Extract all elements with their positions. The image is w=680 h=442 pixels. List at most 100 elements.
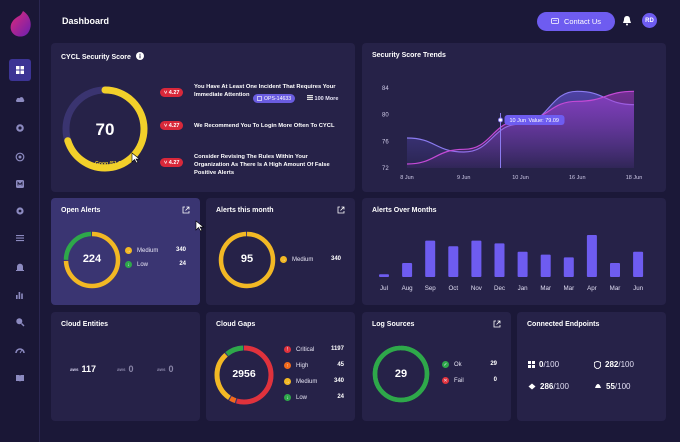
security-trends-card: Security Score Trends 84 80 76 72 8 Jun 9 Jun… (362, 43, 666, 192)
legend-critical[interactable]: ! Critical (284, 346, 314, 353)
sidebar-item-list[interactable] (9, 227, 31, 249)
contact-us-button[interactable]: Contact Us (537, 12, 615, 31)
legend-medium[interactable]: → Medium (125, 247, 158, 254)
open-alerts-donut (63, 231, 121, 289)
status-dot-icon: ↓ (125, 261, 132, 268)
cloud-entity-aws[interactable]: aws 117 (70, 364, 96, 374)
incident-text[interactable]: You Have At Least One Incident That Requ… (194, 84, 336, 98)
endpoint-server[interactable]: 286/100 (528, 382, 569, 391)
severity-badge: ˅ 4.27 (160, 158, 184, 167)
search-icon (16, 318, 25, 327)
legend-label: Low (137, 261, 149, 268)
x-tick-label: 8 Jun (400, 175, 413, 181)
legend-medium[interactable]: → Medium (280, 256, 313, 263)
alert-bar[interactable] (494, 243, 505, 277)
alert-bar[interactable] (563, 257, 574, 277)
legend-value: 29 (490, 361, 497, 367)
legend-high[interactable]: ↑ High (284, 362, 308, 369)
open-alerts-total: 224 (82, 253, 102, 265)
legend-value: 340 (330, 256, 341, 262)
entity-count: 0 (128, 364, 134, 374)
sidebar (0, 0, 40, 442)
status-dot-icon: ! (284, 346, 291, 353)
legend-label: Medium (292, 256, 314, 263)
legend-value: 45 (337, 362, 344, 368)
sidebar-item-docs[interactable] (9, 367, 31, 389)
monitor-icon (16, 180, 24, 188)
aws-icon: aws (157, 366, 166, 372)
logo-icon (10, 11, 31, 37)
log-sources-card: Log Sources 29 ✓ Ok 29 ✕ Fail 0 (362, 312, 511, 421)
alert-bar[interactable] (517, 251, 528, 277)
more-link[interactable]: 100 More (307, 95, 338, 102)
legend-medium[interactable]: → Medium (284, 378, 317, 385)
cursor-icon (131, 152, 141, 164)
alert-bar[interactable] (586, 235, 597, 277)
x-tick-label: 10 Jun (512, 175, 529, 181)
sidebar-item-settings[interactable] (9, 200, 31, 222)
cloud-entity-aws[interactable]: aws 0 (117, 364, 134, 374)
status-dot-icon: → (125, 247, 132, 254)
donut-segment (214, 345, 274, 405)
tooltip-point[interactable] (498, 117, 503, 123)
legend-value: 340 (175, 247, 186, 253)
x-tick-label: 18 Jun (626, 175, 643, 181)
status-dot-icon: ✓ (442, 361, 449, 368)
incident-text[interactable]: We Recommend You To Login More Often To … (194, 123, 335, 129)
cloud-entity-aws[interactable]: aws 0 (157, 364, 174, 374)
legend-ok[interactable]: ✓ Ok (442, 361, 462, 368)
status-dot-icon: → (284, 378, 291, 385)
incident-text[interactable]: Consider Revising The Rules Within Your … (194, 154, 330, 176)
legend-low[interactable]: ↓ Low (284, 394, 307, 401)
month-label: Jul (380, 285, 388, 292)
alert-bar[interactable] (448, 246, 459, 277)
alert-bar[interactable] (425, 240, 436, 277)
sidebar-item-reports[interactable] (9, 284, 31, 306)
info-icon[interactable] (135, 52, 144, 60)
incident-chip[interactable]: OPS-14633 (253, 94, 296, 103)
card-title: Cloud Entities (61, 321, 109, 328)
status-dot-icon: → (280, 256, 287, 263)
aws-icon: aws (70, 366, 79, 372)
sidebar-item-alerts[interactable] (9, 256, 31, 278)
month-label: Dec (494, 285, 505, 292)
sidebar-item-targets[interactable] (9, 146, 31, 168)
external-link-icon[interactable] (493, 320, 501, 328)
alert-bar[interactable] (471, 240, 482, 277)
sidebar-item-cloud[interactable] (9, 88, 31, 110)
bell-icon[interactable] (622, 15, 632, 26)
open-alerts-card[interactable]: Open Alerts 224 → Medium 340 ↓ Low 24 (51, 198, 200, 305)
avatar[interactable]: RD (642, 13, 657, 28)
legend-fail[interactable]: ✕ Fail (442, 377, 464, 384)
endpoint-linux[interactable]: 55/100 (594, 382, 630, 391)
sidebar-item-dashboard[interactable] (9, 59, 31, 81)
endpoint-windows[interactable]: 0/100 (528, 360, 559, 369)
alert-bar[interactable] (633, 251, 644, 277)
month-label: Apr (587, 285, 597, 292)
x-tick-label: 16 Jun (569, 175, 586, 181)
legend-low[interactable]: ↓ Low (125, 261, 148, 268)
alert-bar[interactable] (402, 263, 413, 277)
month-label: Sep (425, 285, 437, 292)
external-link-icon[interactable] (337, 206, 345, 214)
bell-ring-icon (16, 263, 24, 271)
alert-bar[interactable] (610, 263, 620, 277)
alert-bar[interactable] (379, 274, 389, 277)
external-link-icon[interactable] (182, 206, 190, 214)
legend-label: Fail (454, 377, 464, 384)
endpoint-shield[interactable]: 282/100 (594, 360, 634, 369)
alert-bar[interactable] (540, 254, 551, 277)
tooltip-value: Value: 79.09 (529, 118, 559, 124)
connected-endpoints-card: Connected Endpoints 0/100 282/100 286/10… (517, 312, 666, 421)
month-label: Jan (518, 285, 529, 292)
sidebar-item-security[interactable] (9, 117, 31, 139)
card-title: Connected Endpoints (527, 321, 600, 328)
card-title: Log Sources (372, 321, 415, 328)
legend-label: Critical (296, 346, 315, 353)
sidebar-item-speed[interactable] (9, 340, 31, 362)
trend-chart: 84 80 76 72 8 Jun 9 Jun 10 Jun 16 Jun 18 Jun 10 J… (382, 86, 643, 181)
legend-value: 24 (179, 261, 186, 267)
sidebar-item-monitor[interactable] (9, 173, 31, 195)
legend-label: High (296, 362, 309, 369)
sidebar-item-search[interactable] (9, 311, 31, 333)
